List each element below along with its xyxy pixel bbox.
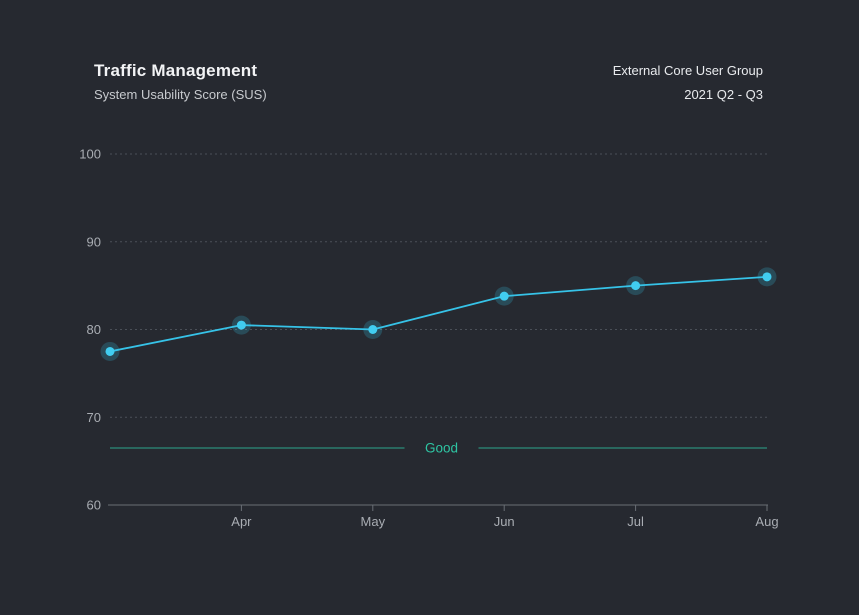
data-point[interactable] bbox=[499, 291, 509, 301]
data-point[interactable] bbox=[368, 325, 378, 334]
data-point[interactable] bbox=[762, 272, 772, 282]
y-tick-label: 80 bbox=[87, 322, 101, 337]
x-tick-label: Jun bbox=[494, 514, 515, 529]
x-tick-label: Apr bbox=[231, 514, 252, 529]
user-group-label: External Core User Group bbox=[612, 63, 763, 78]
y-tick-label: 60 bbox=[87, 498, 101, 513]
x-tick-label: May bbox=[361, 514, 386, 529]
data-point[interactable] bbox=[236, 320, 246, 330]
y-tick-label: 90 bbox=[87, 234, 101, 249]
data-point[interactable] bbox=[631, 281, 641, 291]
reference-line-label: Good bbox=[425, 440, 458, 455]
chart-title: Traffic Management bbox=[94, 61, 258, 80]
data-point[interactable] bbox=[105, 346, 115, 356]
sus-line bbox=[109, 275, 768, 353]
y-tick-label: 100 bbox=[79, 147, 101, 162]
x-tick-label: Aug bbox=[755, 514, 778, 529]
y-tick-label: 70 bbox=[87, 410, 101, 425]
chart-subtitle: System Usability Score (SUS) bbox=[94, 87, 267, 102]
x-tick-label: Jul bbox=[627, 514, 644, 529]
date-range-label: 2021 Q2 - Q3 bbox=[684, 87, 763, 102]
